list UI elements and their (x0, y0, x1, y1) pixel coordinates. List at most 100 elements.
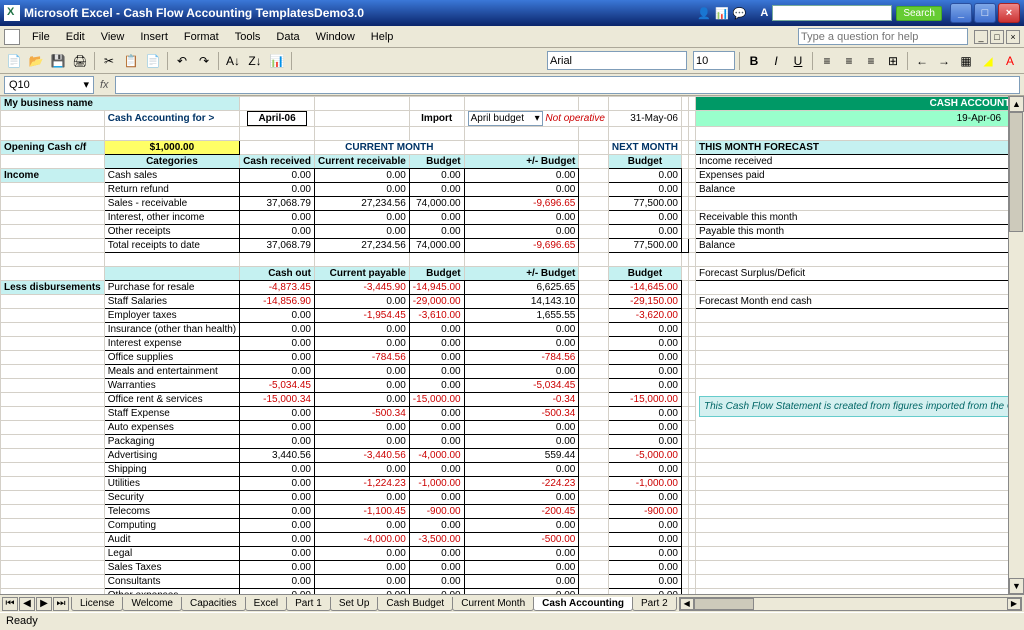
cell[interactable] (1, 519, 105, 533)
cell[interactable] (682, 575, 689, 589)
new-icon[interactable]: 📄 (4, 51, 24, 71)
menu-file[interactable]: File (24, 29, 58, 45)
exp-cat[interactable]: Insurance (other than health) (104, 323, 239, 337)
print-icon[interactable]: 🖨 (70, 51, 90, 71)
cell[interactable] (579, 169, 609, 183)
cell[interactable] (579, 155, 609, 169)
tab-last-icon[interactable]: ⏭ (53, 597, 69, 611)
cell[interactable] (1, 491, 105, 505)
cell[interactable] (689, 309, 696, 323)
cell[interactable] (682, 533, 689, 547)
exp-cat[interactable]: Computing (104, 519, 239, 533)
exp-cat[interactable]: Sales Taxes (104, 561, 239, 575)
italic-button[interactable]: I (766, 51, 786, 71)
exp-cat[interactable]: Office rent & services (104, 393, 239, 407)
cell[interactable] (1, 575, 105, 589)
cell[interactable] (682, 323, 689, 337)
cell[interactable] (682, 169, 689, 183)
cell[interactable] (314, 97, 409, 111)
cell[interactable] (689, 477, 696, 491)
cell[interactable] (682, 449, 689, 463)
cell[interactable] (689, 295, 696, 309)
cell[interactable] (689, 365, 696, 379)
cell[interactable] (1, 337, 105, 351)
exp-cat[interactable]: Staff Expense (104, 407, 239, 421)
sheet-tab-part-2[interactable]: Part 2 (632, 597, 677, 611)
cell[interactable] (1, 449, 105, 463)
cell[interactable] (409, 97, 464, 111)
scroll-thumb[interactable] (1009, 112, 1023, 232)
menu-insert[interactable]: Insert (132, 29, 176, 45)
doc-close[interactable]: × (1006, 30, 1020, 44)
cell[interactable] (682, 155, 689, 169)
exp-cat[interactable]: Auto expenses (104, 421, 239, 435)
align-left-icon[interactable]: ≡ (817, 51, 837, 71)
worksheet[interactable]: My business nameCASH ACCOUNTINGCash Acco… (0, 96, 1024, 594)
period-box[interactable]: April-06 (240, 111, 315, 127)
exp-cat[interactable]: Other expenses (104, 589, 239, 595)
cell[interactable] (1, 111, 105, 127)
copy-icon[interactable]: 📋 (121, 51, 141, 71)
cell[interactable] (579, 449, 609, 463)
sort-desc-icon[interactable]: Z↓ (245, 51, 265, 71)
income-cat[interactable]: Sales - receivable (104, 197, 239, 211)
exp-cat[interactable]: Advertising (104, 449, 239, 463)
paste-icon[interactable]: 📄 (143, 51, 163, 71)
cell[interactable] (579, 547, 609, 561)
cell[interactable] (689, 267, 696, 281)
cell[interactable] (689, 435, 696, 449)
cell[interactable] (682, 421, 689, 435)
hscroll-right-icon[interactable]: ▶ (1007, 598, 1021, 610)
cell[interactable] (689, 155, 696, 169)
cell[interactable] (579, 393, 609, 407)
cell[interactable] (689, 183, 696, 197)
cell[interactable] (689, 239, 696, 253)
cell[interactable] (579, 365, 609, 379)
cell[interactable] (689, 197, 696, 211)
business-name[interactable]: My business name (1, 97, 240, 111)
cell[interactable] (579, 225, 609, 239)
menu-view[interactable]: View (93, 29, 133, 45)
cell[interactable] (682, 561, 689, 575)
cell[interactable] (689, 97, 696, 111)
cell[interactable] (579, 351, 609, 365)
cell[interactable] (682, 351, 689, 365)
sheet-tab-cash-accounting[interactable]: Cash Accounting (533, 597, 633, 611)
bold-button[interactable]: B (744, 51, 764, 71)
cell[interactable] (1, 393, 105, 407)
open-icon[interactable]: 📂 (26, 51, 46, 71)
cell[interactable] (314, 111, 409, 127)
cell[interactable] (1, 547, 105, 561)
cell[interactable] (579, 533, 609, 547)
cell[interactable] (689, 379, 696, 393)
hscroll-thumb[interactable] (694, 598, 754, 610)
import-dropdown[interactable]: April budget ▾ Not operative (464, 111, 608, 127)
cell[interactable] (689, 111, 696, 127)
sheet-tab-set-up[interactable]: Set Up (330, 597, 379, 611)
cell[interactable] (579, 379, 609, 393)
doc-restore[interactable]: □ (990, 30, 1004, 44)
sheet-tab-welcome[interactable]: Welcome (122, 597, 182, 611)
cell[interactable] (1, 225, 105, 239)
underline-button[interactable]: U (788, 51, 808, 71)
cell[interactable] (579, 211, 609, 225)
fontsize-selector[interactable] (693, 51, 735, 70)
cell[interactable] (1, 197, 105, 211)
cell[interactable] (689, 421, 696, 435)
cell[interactable] (689, 407, 696, 421)
cell[interactable] (1, 211, 105, 225)
income-cat[interactable]: Interest, other income (104, 211, 239, 225)
horizontal-scrollbar[interactable]: ◀ ▶ (679, 597, 1022, 611)
cell[interactable] (1, 435, 105, 449)
fx-icon[interactable]: fx (100, 79, 109, 91)
cell[interactable] (1, 323, 105, 337)
opening-cash-value[interactable]: $1,000.00 (104, 141, 239, 155)
exp-cat[interactable]: Telecoms (104, 505, 239, 519)
cell[interactable] (689, 323, 696, 337)
hscroll-left-icon[interactable]: ◀ (680, 598, 694, 610)
exp-cat[interactable]: Utilities (104, 477, 239, 491)
income-cat[interactable]: Return refund (104, 183, 239, 197)
cell[interactable] (579, 589, 609, 595)
cell[interactable] (579, 421, 609, 435)
cell[interactable] (682, 141, 689, 155)
